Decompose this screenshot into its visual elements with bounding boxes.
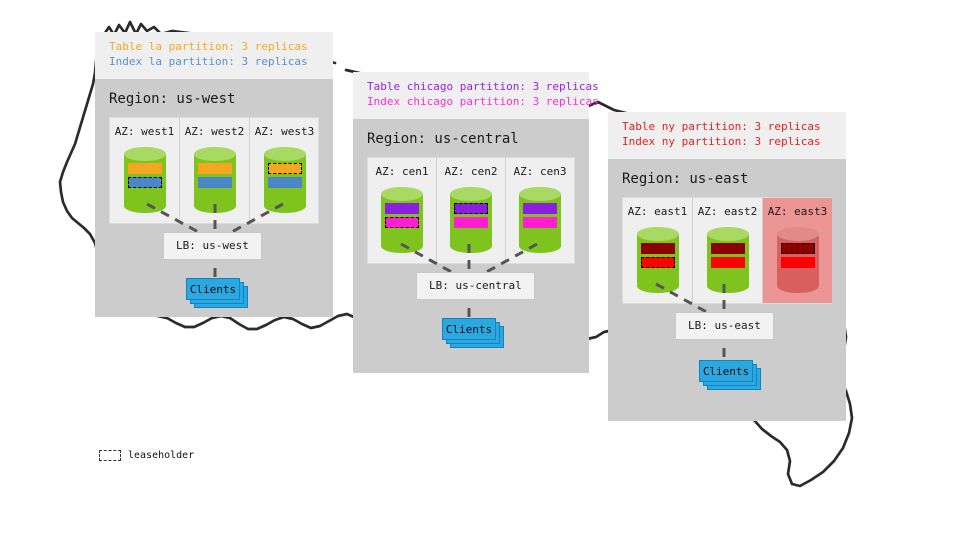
replica-bar-table-leaseholder [780,242,815,254]
replica-bars [264,162,306,191]
az-east3-failed[interactable]: AZ: east3 [763,197,832,303]
cylinder-top [381,186,423,201]
cylinder-top [636,226,679,241]
load-balancer-us-east[interactable]: LB: us-east [675,312,774,340]
az-west1[interactable]: AZ: west1 [110,117,180,223]
node-cylinder[interactable] [193,146,236,213]
cylinder-top [450,186,492,201]
az-cen3[interactable]: AZ: cen3 [506,158,574,263]
region-title-us-west: Region: us-west [109,90,236,107]
replica-bar-index-leaseholder [640,256,675,268]
az-label: AZ: cen1 [375,164,429,178]
az-east2[interactable]: AZ: east2 [693,197,763,303]
replica-bars [519,202,561,231]
replica-bar-index-leaseholder [127,176,162,188]
replica-bar-table [385,202,419,214]
clients-label-box[interactable]: Clients [442,318,496,340]
clients-label-box[interactable]: Clients [186,278,240,300]
note-table-line: Table chicago partition: 3 replicas [367,80,599,93]
cylinder-top [519,186,561,201]
node-cylinder[interactable] [263,146,306,213]
az-cen2[interactable]: AZ: cen2 [437,157,506,263]
az-strip-us-central: AZ: cen1 AZ: cen2 [367,156,575,264]
replica-bar-index [197,176,232,188]
replica-bar-table-leaseholder [267,162,302,174]
note-index-line: Index chicago partition: 3 replicas [367,94,599,108]
az-label: AZ: east1 [627,204,688,218]
az-label: AZ: west2 [184,124,245,138]
cylinder-top [263,146,306,161]
note-table-line: Table ny partition: 3 replicas [622,120,821,133]
region-panel-us-west[interactable]: Table la partition: 3 replicas Index la … [95,32,333,317]
note-index-line: Index la partition: 3 replicas [109,54,308,68]
load-balancer-us-west[interactable]: LB: us-west [163,232,262,260]
replica-bar-table [127,162,162,174]
az-west3[interactable]: AZ: west3 [250,118,319,223]
cylinder-top [123,146,166,161]
az-west2[interactable]: AZ: west2 [180,117,250,223]
node-cylinder[interactable] [519,186,561,253]
clients-us-east[interactable]: Clients [699,360,761,390]
replica-bars [381,202,423,231]
region-title-us-east: Region: us-east [622,170,749,187]
region-note-us-west: Table la partition: 3 replicas Index la … [95,32,333,79]
replica-bars [637,242,679,271]
node-cylinder[interactable] [123,146,166,213]
legend-label: leaseholder [128,450,195,461]
replica-bar-index [780,256,815,268]
az-strip-us-west: AZ: west1 AZ: west2 [109,116,319,224]
az-label: AZ: west1 [114,124,175,138]
az-label: AZ: east2 [697,204,758,218]
replica-bar-table [710,242,745,254]
node-cylinder-failed[interactable] [776,226,819,293]
node-cylinder[interactable] [450,186,492,253]
replica-bars [777,242,819,271]
replica-bars [124,162,166,191]
node-cylinder[interactable] [636,226,679,293]
replica-bar-index-leaseholder [385,216,419,228]
az-label: AZ: cen2 [444,164,498,178]
cylinder-top [193,146,236,161]
az-east1[interactable]: AZ: east1 [623,197,693,303]
replica-bar-index [267,176,302,188]
replica-bar-index [454,216,488,228]
clients-label-box[interactable]: Clients [699,360,753,382]
az-label: AZ: west3 [254,124,315,138]
region-title-us-central: Region: us-central [367,130,519,147]
cylinder-top [776,226,819,241]
replica-bar-table-leaseholder [454,202,488,214]
note-index-line: Index ny partition: 3 replicas [622,134,821,148]
node-cylinder[interactable] [381,186,423,253]
replica-bar-table [523,202,557,214]
region-note-us-east: Table ny partition: 3 replicas Index ny … [608,112,846,159]
az-strip-us-east: AZ: east1 AZ: east2 [622,196,832,304]
az-cen1[interactable]: AZ: cen1 [368,157,437,263]
az-label: AZ: east3 [767,204,828,218]
cylinder-top [706,226,749,241]
note-table-line: Table la partition: 3 replicas [109,40,308,53]
replica-bars [450,202,492,231]
replica-bar-index [523,216,557,228]
replica-bar-table [640,242,675,254]
legend: leaseholder [99,450,194,461]
region-note-us-central: Table chicago partition: 3 replicas Inde… [353,72,599,119]
replica-bar-table [197,162,232,174]
leaseholder-swatch-icon [99,450,121,461]
clients-us-west[interactable]: Clients [186,278,248,308]
node-cylinder[interactable] [706,226,749,293]
az-label: AZ: cen3 [513,164,567,178]
clients-us-central[interactable]: Clients [442,318,504,348]
replica-bars [194,162,236,191]
load-balancer-us-central[interactable]: LB: us-central [416,272,535,300]
replica-bar-index [710,256,745,268]
replica-bars [707,242,749,271]
